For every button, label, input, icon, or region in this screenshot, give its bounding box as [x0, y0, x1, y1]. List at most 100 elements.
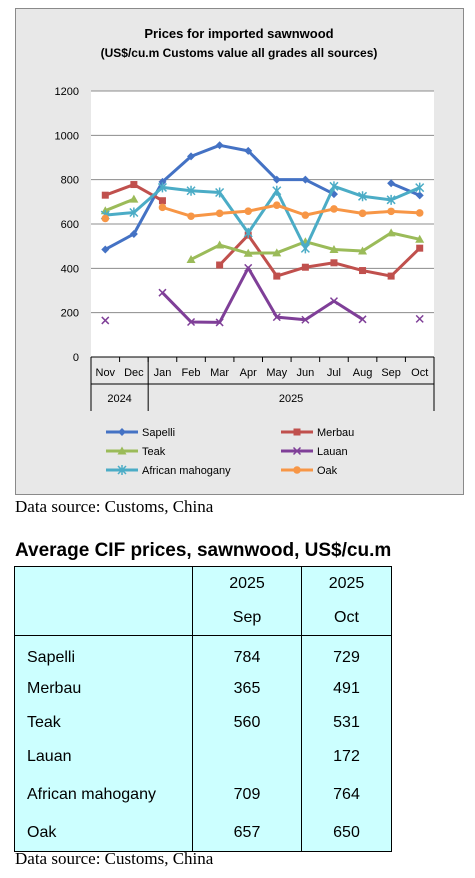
data-point [129, 194, 139, 203]
data-point [301, 175, 310, 184]
data-point [215, 209, 224, 218]
data-point [300, 243, 310, 254]
data-point [158, 197, 166, 205]
data-point [272, 248, 282, 257]
x-tick-label: Jan [154, 367, 172, 379]
table-header-row: 2025 Sep 2025 Oct [14, 566, 392, 636]
data-point [244, 146, 253, 155]
data-point [415, 314, 424, 323]
data-point [386, 228, 396, 237]
row-sep-value: 784 [192, 635, 302, 672]
data-point [272, 313, 281, 322]
table-row: Sapelli 784 729 [14, 635, 392, 672]
data-point [415, 209, 424, 217]
chart-source-note: Data source: Customs, China [15, 497, 214, 516]
data-point [187, 317, 196, 327]
table-source-note: Data source: Customs, China [15, 849, 214, 868]
legend-marker [117, 465, 127, 475]
series-lauan [101, 263, 424, 327]
data-point [415, 234, 425, 243]
x-group-label: 2025 [279, 393, 303, 405]
row-sep-value: 709 [192, 773, 302, 816]
y-tick-label: 400 [61, 263, 79, 275]
row-oct-value: 531 [301, 705, 392, 740]
x-tick-label: Mar [210, 367, 229, 379]
x-tick-label: May [266, 367, 287, 379]
data-point [301, 315, 310, 324]
data-point [186, 254, 196, 263]
data-point [158, 203, 167, 212]
data-point [158, 177, 167, 186]
header-sep-year: 2025 [229, 575, 265, 592]
table-row: Lauan 172 [14, 739, 392, 774]
data-point [273, 272, 281, 280]
data-point [358, 315, 367, 324]
data-point [243, 227, 253, 238]
data-point [215, 187, 225, 198]
header-oct-month: Oct [334, 609, 359, 626]
series-line [390, 181, 421, 197]
series-line [162, 203, 420, 218]
x-tick-label: Sep [381, 367, 401, 379]
data-point [358, 209, 367, 218]
data-point [129, 229, 138, 238]
chart-title: Prices for imported sawnwood [144, 26, 333, 41]
header-blank-cell [14, 566, 193, 636]
data-point [387, 272, 395, 280]
legend-item: Sapelli [106, 427, 175, 439]
data-point [330, 259, 338, 267]
table-row: African mahogany 709 764 [14, 773, 392, 816]
series-oak [101, 201, 424, 223]
legend-marker [292, 446, 302, 456]
series-line [105, 184, 421, 250]
header-sep-month: Sep [232, 609, 262, 626]
series-line [161, 266, 364, 324]
legend-marker [293, 466, 301, 474]
legend-item: Oak [281, 465, 338, 477]
data-point [387, 207, 395, 216]
data-point [272, 175, 281, 184]
legend-item: Merbau [281, 427, 354, 439]
data-point [157, 182, 167, 193]
data-point [187, 212, 195, 221]
data-point [272, 185, 282, 196]
data-point [187, 152, 196, 161]
legend-item: African mahogany [106, 465, 231, 477]
data-point [215, 318, 224, 327]
x-tick-label: Apr [240, 367, 257, 379]
data-point [359, 267, 367, 275]
data-point [330, 205, 338, 213]
data-point [415, 191, 424, 200]
legend-label: Sapelli [142, 427, 175, 439]
data-point [416, 244, 424, 252]
row-sep-value: 365 [192, 671, 302, 706]
legend-label: Lauan [317, 446, 348, 458]
row-sep-value [192, 739, 302, 774]
data-point [387, 179, 396, 188]
legend-item: Teak [106, 446, 166, 458]
y-tick-label: 1200 [55, 86, 79, 98]
row-sep-value: 560 [192, 705, 302, 740]
legend-label: African mahogany [142, 465, 231, 477]
data-point [272, 201, 281, 209]
data-point [101, 214, 110, 223]
x-tick-label: Jul [327, 367, 341, 379]
series-line [218, 233, 421, 278]
row-sep-value: 657 [192, 815, 302, 852]
row-label: Sapelli [14, 635, 193, 672]
header-sep-cell: 2025 Sep [192, 566, 302, 636]
table-title: Average CIF prices, sawnwood, US$/cu.m [15, 540, 392, 561]
row-oct-value: 764 [301, 773, 392, 816]
header-oct-cell: 2025 Oct [301, 566, 392, 636]
row-label: Oak [14, 815, 193, 852]
y-tick-label: 600 [61, 219, 79, 231]
data-point [244, 263, 253, 272]
data-point [415, 182, 425, 193]
x-tick-label: Feb [182, 367, 201, 379]
table-row: Teak 560 531 [14, 705, 392, 740]
row-oct-value: 729 [301, 635, 392, 672]
legend-label: Merbau [317, 427, 354, 439]
data-point [215, 141, 224, 150]
series-sapelli [101, 141, 424, 254]
data-point [186, 185, 196, 196]
